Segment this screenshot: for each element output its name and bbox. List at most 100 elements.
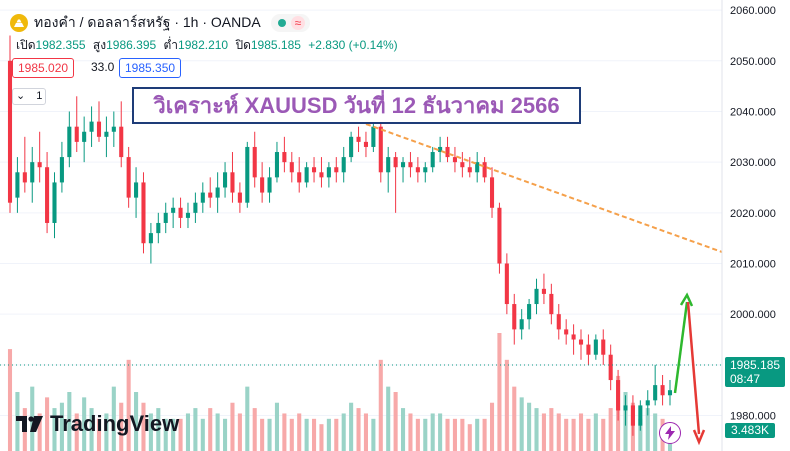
candle-body: [223, 172, 228, 188]
volume-bar: [178, 418, 183, 451]
candle-body: [564, 329, 569, 335]
price-tick-label: 2000.000: [730, 309, 776, 321]
candle-body: [452, 157, 457, 163]
volume-bar: [512, 386, 517, 451]
candle-body: [489, 177, 495, 208]
volume-bar: [193, 408, 198, 451]
volume-bar: [319, 424, 324, 451]
volume-bar: [430, 413, 435, 451]
last-price-label: 1985.185 08:47: [725, 357, 785, 387]
candle-body: [304, 167, 309, 183]
approx-badge: ≈: [290, 16, 306, 30]
volume-bar: [282, 413, 287, 451]
buy-button[interactable]: 1985.350: [119, 58, 182, 78]
volume-bar: [134, 392, 139, 451]
candle-body: [245, 146, 250, 203]
volume-bar: [386, 386, 391, 451]
price-tick-label: 1980.000: [730, 411, 776, 423]
volume-label: 3.483K: [725, 423, 775, 438]
candle-body: [334, 167, 339, 173]
candle-body: [134, 182, 139, 198]
candle-body: [297, 172, 302, 183]
candle-body: [638, 405, 643, 426]
volume-bar: [423, 418, 428, 451]
bar-countdown: 08:47: [730, 372, 761, 386]
low-label: ต่ำ: [163, 38, 179, 52]
candle-body: [148, 233, 153, 244]
volume-bar: [349, 402, 354, 451]
volume-bar: [230, 402, 235, 451]
candle-body: [593, 339, 598, 355]
candle-body: [215, 187, 220, 198]
candle-body: [89, 121, 94, 132]
spread-value: 33.0: [91, 60, 115, 74]
candle-body: [178, 207, 183, 218]
volume-bar: [586, 418, 591, 451]
volume-bar: [289, 418, 294, 451]
candle-body: [171, 207, 176, 213]
volume-bar: [564, 418, 569, 451]
volume-bar: [119, 402, 124, 451]
candle-body: [667, 390, 673, 396]
open-value: 1982.355: [35, 38, 86, 52]
volume-bar: [74, 413, 79, 451]
symbol-header[interactable]: ทองคำ / ดอลลาร์สหรัฐ · 1h · OANDA ≈: [10, 12, 311, 34]
bolt-icon[interactable]: [659, 422, 681, 444]
volume-bar: [363, 413, 368, 451]
gold-icon: [10, 14, 28, 32]
candle-body: [349, 136, 354, 158]
market-open-icon: [277, 19, 286, 27]
candle-body: [341, 157, 346, 173]
volume-bar: [260, 418, 265, 451]
candle-body: [185, 212, 191, 218]
volume-bar: [393, 392, 398, 451]
volume-bar: [89, 408, 94, 451]
candle-body: [630, 405, 635, 426]
volume-bar: [163, 418, 168, 451]
quantity-dropdown[interactable]: ⌄ 1: [12, 88, 46, 105]
candle-body: [208, 192, 213, 198]
volume-bar: [67, 392, 72, 451]
volume-bar: [460, 418, 465, 451]
candle-body: [415, 167, 420, 173]
close-label: ปิด: [235, 38, 251, 52]
sell-button[interactable]: 1985.020: [12, 58, 75, 78]
volume-bar: [208, 408, 213, 451]
tradingview-logo: TradingView: [16, 411, 179, 437]
candle-body: [601, 339, 606, 355]
last-price-value: 1985.185: [730, 358, 781, 372]
symbol-title[interactable]: ทองคำ / ดอลลาร์สหรัฐ · 1h · OANDA: [34, 14, 261, 30]
ohlc-legend: เปิด1982.355 สูง1986.395 ต่ำ1982.210 ปิด…: [16, 36, 398, 55]
price-tick-label: 2030.000: [730, 157, 776, 169]
candle-body: [549, 293, 554, 315]
volume-bar: [252, 408, 257, 451]
quantity-value: 1: [36, 90, 43, 102]
candle-body: [356, 136, 361, 142]
candle-body: [467, 167, 472, 173]
candle-body: [22, 172, 27, 183]
candle-body: [586, 344, 591, 355]
candle-body: [512, 304, 517, 330]
candle-body: [660, 385, 665, 396]
volume-bar: [400, 408, 406, 451]
high-value: 1986.395: [106, 38, 157, 52]
candle-body: [445, 146, 450, 158]
candle-body: [312, 167, 317, 173]
candle-body: [237, 192, 242, 203]
volume-bar: [608, 408, 613, 451]
candle-body: [578, 339, 584, 345]
candle-body: [163, 212, 168, 223]
candle-body: [230, 172, 235, 193]
market-status-pill[interactable]: ≈: [270, 14, 311, 32]
volume-bar: [378, 359, 383, 451]
volume-bar: [452, 418, 457, 451]
candle-body: [623, 405, 628, 411]
candle-body: [289, 162, 294, 173]
volume-bar: [489, 402, 495, 451]
candle-body: [37, 162, 42, 168]
volume-bar: [200, 418, 205, 451]
volume-bar: [497, 333, 502, 451]
price-tick-label: 2020.000: [730, 208, 776, 220]
volume-bar: [59, 402, 64, 451]
